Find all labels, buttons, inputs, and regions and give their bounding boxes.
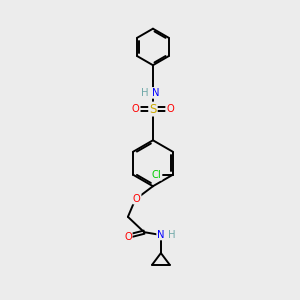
Text: Cl: Cl: [152, 170, 161, 180]
Text: H: H: [168, 230, 176, 239]
Text: S: S: [149, 103, 157, 116]
Text: O: O: [133, 194, 141, 204]
Text: N: N: [152, 88, 160, 98]
Text: H: H: [141, 88, 148, 98]
Text: N: N: [157, 230, 165, 239]
Text: O: O: [166, 104, 174, 114]
Text: O: O: [124, 232, 132, 242]
Text: O: O: [132, 104, 140, 114]
